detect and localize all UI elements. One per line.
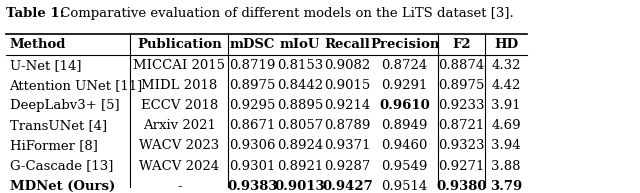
Text: WACV 2023: WACV 2023 xyxy=(139,139,220,152)
Text: 0.9013: 0.9013 xyxy=(275,180,325,193)
Text: Table 1:: Table 1: xyxy=(6,7,65,20)
Text: Attention UNet [11]: Attention UNet [11] xyxy=(10,79,143,92)
Text: 0.8949: 0.8949 xyxy=(381,119,428,132)
Text: 4.42: 4.42 xyxy=(492,79,521,92)
Text: mIoU: mIoU xyxy=(280,38,320,51)
Text: Method: Method xyxy=(10,38,66,51)
Text: 0.8671: 0.8671 xyxy=(229,119,275,132)
Text: ECCV 2018: ECCV 2018 xyxy=(141,99,218,112)
Text: 0.9514: 0.9514 xyxy=(381,180,428,193)
Text: 0.9427: 0.9427 xyxy=(322,180,373,193)
Text: 0.8721: 0.8721 xyxy=(438,119,484,132)
Text: 0.8975: 0.8975 xyxy=(438,79,485,92)
Text: 0.9306: 0.9306 xyxy=(229,139,275,152)
Text: 4.69: 4.69 xyxy=(492,119,521,132)
Text: 0.9015: 0.9015 xyxy=(324,79,371,92)
Text: MIDL 2018: MIDL 2018 xyxy=(141,79,218,92)
Text: WACV 2024: WACV 2024 xyxy=(140,160,220,173)
Text: Arxiv 2021: Arxiv 2021 xyxy=(143,119,216,132)
Text: 3.79: 3.79 xyxy=(490,180,522,193)
Text: MDNet (Ours): MDNet (Ours) xyxy=(10,180,115,193)
Text: 0.8895: 0.8895 xyxy=(276,99,323,112)
Text: 0.8975: 0.8975 xyxy=(229,79,275,92)
Text: 0.9287: 0.9287 xyxy=(324,160,371,173)
Text: 0.8719: 0.8719 xyxy=(229,59,275,72)
Text: 0.9214: 0.9214 xyxy=(324,99,371,112)
Text: 0.9291: 0.9291 xyxy=(381,79,428,92)
Text: 0.9233: 0.9233 xyxy=(438,99,485,112)
Text: 0.9460: 0.9460 xyxy=(381,139,428,152)
Text: Precision: Precision xyxy=(370,38,439,51)
Text: 0.8153: 0.8153 xyxy=(276,59,323,72)
Text: 0.8442: 0.8442 xyxy=(276,79,323,92)
Text: 0.9610: 0.9610 xyxy=(379,99,430,112)
Text: 0.8789: 0.8789 xyxy=(324,119,371,132)
Text: 3.91: 3.91 xyxy=(492,99,521,112)
Text: 0.8924: 0.8924 xyxy=(276,139,323,152)
Text: 0.9383: 0.9383 xyxy=(227,180,278,193)
Text: U-Net [14]: U-Net [14] xyxy=(10,59,81,72)
Text: HD: HD xyxy=(494,38,518,51)
Text: 4.32: 4.32 xyxy=(492,59,521,72)
Text: 0.8057: 0.8057 xyxy=(276,119,323,132)
Text: F2: F2 xyxy=(452,38,471,51)
Text: MICCAI 2015: MICCAI 2015 xyxy=(133,59,225,72)
Text: Comparative evaluation of different models on the LiTS dataset [3].: Comparative evaluation of different mode… xyxy=(56,7,513,20)
Text: TransUNet [4]: TransUNet [4] xyxy=(10,119,107,132)
Text: 0.8874: 0.8874 xyxy=(438,59,484,72)
Text: 3.88: 3.88 xyxy=(492,160,521,173)
Text: 0.8921: 0.8921 xyxy=(276,160,323,173)
Text: 3.94: 3.94 xyxy=(492,139,521,152)
Text: -: - xyxy=(177,180,182,193)
Text: 0.9549: 0.9549 xyxy=(381,160,428,173)
Text: mDSC: mDSC xyxy=(230,38,275,51)
Text: 0.9380: 0.9380 xyxy=(436,180,487,193)
Text: 0.9371: 0.9371 xyxy=(324,139,371,152)
Text: 0.9301: 0.9301 xyxy=(229,160,275,173)
Text: DeepLabv3+ [5]: DeepLabv3+ [5] xyxy=(10,99,119,112)
Text: 0.9323: 0.9323 xyxy=(438,139,485,152)
Text: 0.9295: 0.9295 xyxy=(229,99,275,112)
Text: 0.9271: 0.9271 xyxy=(438,160,485,173)
Text: Recall: Recall xyxy=(324,38,371,51)
Text: G-Cascade [13]: G-Cascade [13] xyxy=(10,160,113,173)
Text: Publication: Publication xyxy=(137,38,221,51)
Text: 0.9082: 0.9082 xyxy=(324,59,371,72)
Text: 0.8724: 0.8724 xyxy=(381,59,428,72)
Text: HiFormer [8]: HiFormer [8] xyxy=(10,139,97,152)
